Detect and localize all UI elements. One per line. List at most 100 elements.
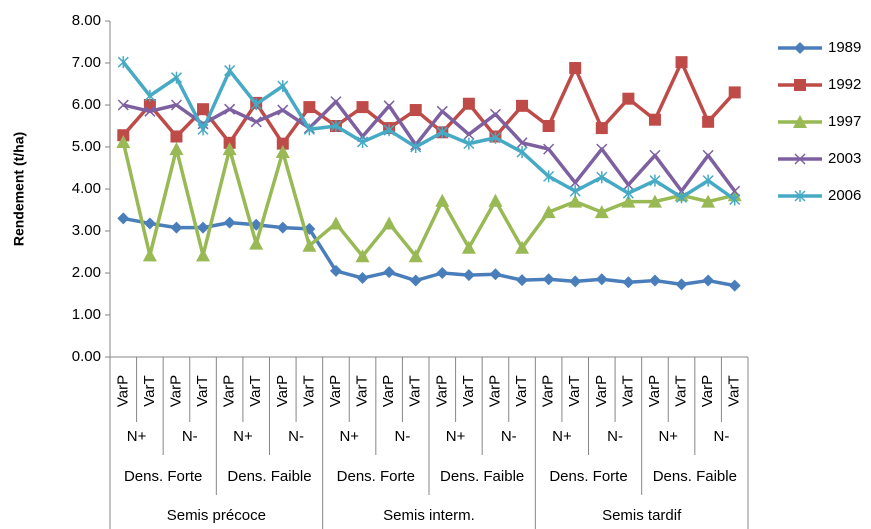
marker-stroke [569,177,581,189]
marker [648,113,661,126]
marker [223,216,236,229]
marker [647,194,662,208]
x-tick-label: VarT [619,375,636,406]
marker [276,221,289,234]
marker [794,190,806,202]
y-tick-label: 2.00 [72,264,101,281]
marker [515,240,530,254]
marker [516,146,528,159]
marker-stroke [250,116,262,128]
category-group-label: N- [395,428,411,445]
category-group-label: N+ [446,428,466,445]
marker-stroke [622,179,634,191]
marker [249,236,264,250]
marker [250,116,262,128]
marker [569,275,582,288]
marker [648,274,661,287]
category-group-label: Dens. Forte [337,468,415,485]
marker [355,249,370,263]
marker [543,143,555,155]
x-tick-label: VarP [486,375,503,407]
y-tick-label: 0.00 [72,348,101,365]
marker [356,101,369,114]
marker [794,42,806,54]
x-tick-label: VarT [141,375,158,406]
marker [569,177,581,189]
marker [568,194,583,208]
marker [728,279,741,292]
marker [649,149,661,161]
category-group-label: Semis tardif [602,507,682,524]
marker [542,273,555,286]
legend-label: 1997 [828,113,861,130]
category-group-label: N- [182,428,198,445]
legend-label: 1992 [828,76,861,93]
marker [596,143,608,155]
marker [488,193,503,207]
marker-stroke [794,153,806,165]
marker [116,134,131,148]
legend-label: 1989 [828,39,861,56]
marker [302,238,317,252]
x-tick-label: VarP [646,375,663,407]
marker [436,105,448,117]
x-tick-label: VarT [354,375,371,406]
legend-label: 2006 [828,187,861,204]
marker [197,103,210,116]
marker [794,153,806,165]
marker [569,185,581,198]
marker [595,273,608,286]
marker [276,137,289,150]
marker [676,191,688,204]
x-tick-label: VarP [540,375,557,407]
x-tick-label: VarP [221,375,238,407]
marker [328,216,343,230]
marker [409,104,422,117]
marker [383,124,395,137]
x-tick-label: VarT [460,375,477,406]
y-tick-label: 8.00 [72,12,101,29]
marker [170,130,183,143]
marker [701,194,716,208]
marker [436,267,449,279]
marker [622,276,635,289]
marker [303,123,315,136]
category-group-label: Dens. Forte [549,468,627,485]
x-tick-label: VarT [247,375,264,406]
x-tick-label: VarP [327,375,344,407]
x-tick-label: VarT [726,375,743,406]
marker [489,108,501,120]
marker [117,56,129,69]
category-group-label: Dens. Faible [227,468,311,485]
x-tick-label: VarP [433,375,450,407]
series-line [121,141,736,258]
x-tick-label: VarP [593,375,610,407]
marker [170,221,183,234]
x-tick-label: VarP [167,375,184,407]
marker [542,120,555,132]
marker [596,171,608,184]
marker [702,149,714,161]
y-axis-title: Rendement (t/ha) [11,132,27,246]
marker [275,145,290,159]
marker-stroke [702,149,714,161]
y-tick-label: 4.00 [72,180,101,197]
marker [197,123,209,136]
series-line [122,99,737,193]
marker-stroke [144,105,156,117]
marker [197,221,210,234]
marker [303,101,316,114]
marker-stroke [224,103,236,115]
category-group-label: N+ [552,428,572,445]
legend-marker [794,190,806,202]
category-group-label: Dens. Faible [440,468,524,485]
marker [170,71,182,84]
category-group-label: N- [288,428,304,445]
marker [330,120,342,132]
marker [144,89,156,102]
series-line [121,61,736,201]
marker [516,99,529,112]
legend-marker [794,79,806,91]
marker [702,115,715,128]
marker [143,217,156,230]
